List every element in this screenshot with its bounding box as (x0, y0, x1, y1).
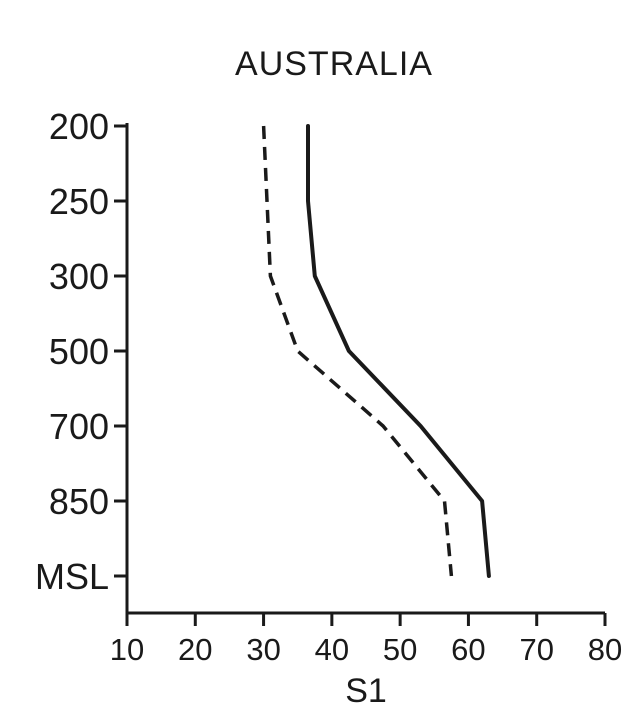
y-tick-label: 300 (49, 256, 109, 297)
y-tick-label: 850 (49, 481, 109, 522)
x-tick-label: 80 (588, 632, 622, 667)
x-tick-label: 50 (383, 632, 417, 667)
data-series (261, 124, 491, 578)
x-tick-label: 70 (519, 632, 553, 667)
chart-title: AUSTRALIA (235, 45, 433, 83)
solid-series-line (306, 124, 491, 578)
x-axis-label: S1 (345, 672, 387, 710)
x-tick-label: 40 (315, 632, 349, 667)
y-tick-label: 200 (49, 106, 109, 147)
x-tick-label: 10 (110, 632, 144, 667)
dashed-series-line (261, 125, 454, 577)
y-tick-label: MSL (35, 556, 109, 597)
x-tick-label: 60 (451, 632, 485, 667)
x-tick-label: 20 (178, 632, 212, 667)
y-axis-ticks: 200 250 300 500 700 850 MSL (35, 106, 127, 597)
x-tick-label: 30 (246, 632, 280, 667)
y-tick-label: 500 (49, 331, 109, 372)
y-tick-label: 700 (49, 406, 109, 447)
x-axis-ticks: 10 20 30 40 50 60 70 80 (110, 613, 622, 667)
y-tick-label: 250 (49, 181, 109, 222)
